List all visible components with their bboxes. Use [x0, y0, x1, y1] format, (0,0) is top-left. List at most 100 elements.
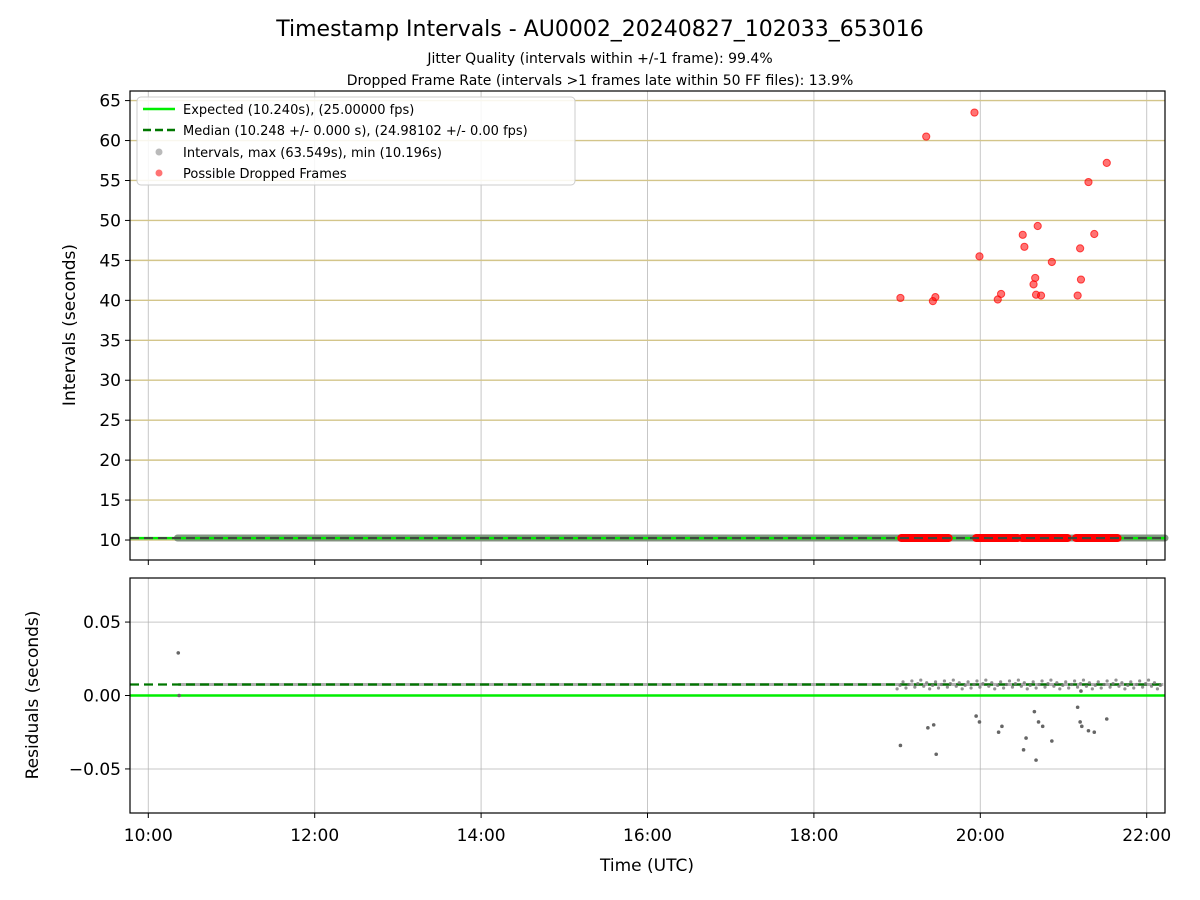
residual-point: [916, 682, 920, 686]
residual-point: [1126, 683, 1130, 687]
residual-point: [969, 686, 973, 690]
y-tick-label: 25: [99, 411, 121, 431]
residual-point: [993, 687, 997, 691]
residual-point: [177, 693, 181, 698]
dropped-frame-point: [1031, 273, 1040, 283]
residual-point: [1141, 685, 1145, 689]
residual-point: [1046, 682, 1050, 686]
intervals-axes-frame: [129, 90, 1166, 561]
dropped-frame-point: [1036, 291, 1046, 300]
x-tick-label: 12:00: [290, 826, 339, 846]
residual-point: [933, 680, 938, 684]
y-tick-label: 50: [99, 211, 121, 231]
residual-point: [945, 685, 949, 689]
residual-point: [1043, 685, 1047, 689]
residual-point: [1004, 682, 1009, 687]
y-tick-label: 0.00: [83, 687, 121, 707]
residual-point: [1025, 687, 1029, 691]
y-tick-label: 35: [99, 331, 121, 351]
residual-point: [999, 680, 1003, 684]
dropped-frame-point: [1073, 291, 1082, 300]
residual-point: [1040, 724, 1045, 729]
residual-point: [960, 687, 964, 691]
dropped-frame-point: [1076, 244, 1085, 253]
residual-point: [975, 679, 979, 683]
x-tick-label: 20:00: [956, 826, 1005, 846]
residual-point: [1055, 681, 1059, 685]
dropped-frame-point: [1076, 275, 1086, 284]
residual-point: [1129, 680, 1133, 684]
chart-subtitle-dropped: Dropped Frame Rate (intervals >1 frames …: [347, 73, 854, 89]
residual-point: [1158, 683, 1162, 687]
residual-point: [981, 682, 985, 686]
residual-point: [1058, 687, 1062, 691]
residual-point: [1092, 730, 1097, 735]
y-axis-label-intervals: Intervals (seconds): [60, 244, 80, 406]
residual-point: [898, 683, 902, 687]
residual-point: [931, 723, 936, 727]
residual-point: [1138, 679, 1142, 683]
residual-point: [922, 684, 926, 688]
residual-point: [1155, 687, 1160, 691]
residual-point: [1000, 724, 1004, 729]
residual-point: [176, 651, 181, 655]
residual-point: [1111, 682, 1115, 686]
dropped-frame-point: [1084, 177, 1093, 187]
residual-point: [1032, 709, 1037, 714]
residual-point: [1149, 684, 1154, 688]
residual-point: [1079, 689, 1083, 693]
intervals-panel: 10 15 20 25 30 35 40 45 50 55 60 65 Expected (10.240…: [99, 90, 1169, 565]
residual-point: [1067, 686, 1071, 690]
x-tick-label: 14:00: [457, 826, 506, 846]
residual-point: [954, 684, 958, 688]
residual-point: [972, 682, 976, 687]
residual-point: [936, 686, 941, 690]
residual-point: [996, 683, 1000, 687]
residual-point: [1049, 678, 1053, 682]
residual-point: [1019, 684, 1023, 688]
x-tick-label: 18:00: [789, 826, 838, 846]
legend-entry: Expected (10.240s), (25.00000 fps): [183, 103, 414, 118]
dropped-frame-point: [1020, 242, 1029, 251]
residual-point: [1075, 685, 1080, 689]
residual-point: [1031, 680, 1035, 684]
dropped-frame-point: [1033, 221, 1042, 231]
residual-point: [990, 681, 994, 685]
residual-point: [1093, 683, 1097, 687]
y-tick-label: 45: [99, 251, 121, 271]
y-tick-label: 55: [99, 171, 121, 191]
residual-point: [1123, 687, 1127, 691]
residual-point: [966, 680, 970, 684]
residual-point: [1102, 682, 1106, 687]
residual-point: [1099, 686, 1103, 690]
residual-point: [1086, 728, 1091, 733]
residual-point: [1022, 681, 1026, 685]
residual-point: [1135, 682, 1139, 687]
legend: Expected (10.240s), (25.00000 fps) Median…: [136, 96, 576, 186]
residual-point: [1016, 678, 1020, 682]
residual-point: [996, 730, 1001, 735]
y-tick-label: 65: [99, 92, 121, 112]
residual-point: [974, 714, 978, 718]
y-tick-label: 10: [99, 531, 121, 551]
y-tick-label: −0.05: [69, 760, 121, 780]
residual-point: [1013, 682, 1018, 686]
residual-point: [907, 682, 911, 687]
residual-point: [1078, 720, 1082, 724]
dropped-frame-point: [996, 289, 1006, 299]
residual-point: [904, 686, 908, 690]
residual-point: [1064, 680, 1068, 684]
dropped-frame-point: [1102, 158, 1111, 168]
dropped-frame-point: [1090, 229, 1099, 239]
residual-point: [1081, 678, 1086, 682]
residual-point: [948, 682, 952, 686]
x-tick-label: 22:00: [1122, 826, 1171, 846]
residual-point: [1108, 685, 1112, 689]
residuals-axes-frame: [129, 577, 1166, 814]
residual-point: [926, 726, 930, 730]
residual-point: [1036, 720, 1041, 724]
y-tick-label: 40: [99, 291, 121, 311]
residual-point: [1037, 682, 1041, 687]
y-tick-label: 60: [99, 132, 121, 152]
residual-point: [1120, 681, 1124, 685]
